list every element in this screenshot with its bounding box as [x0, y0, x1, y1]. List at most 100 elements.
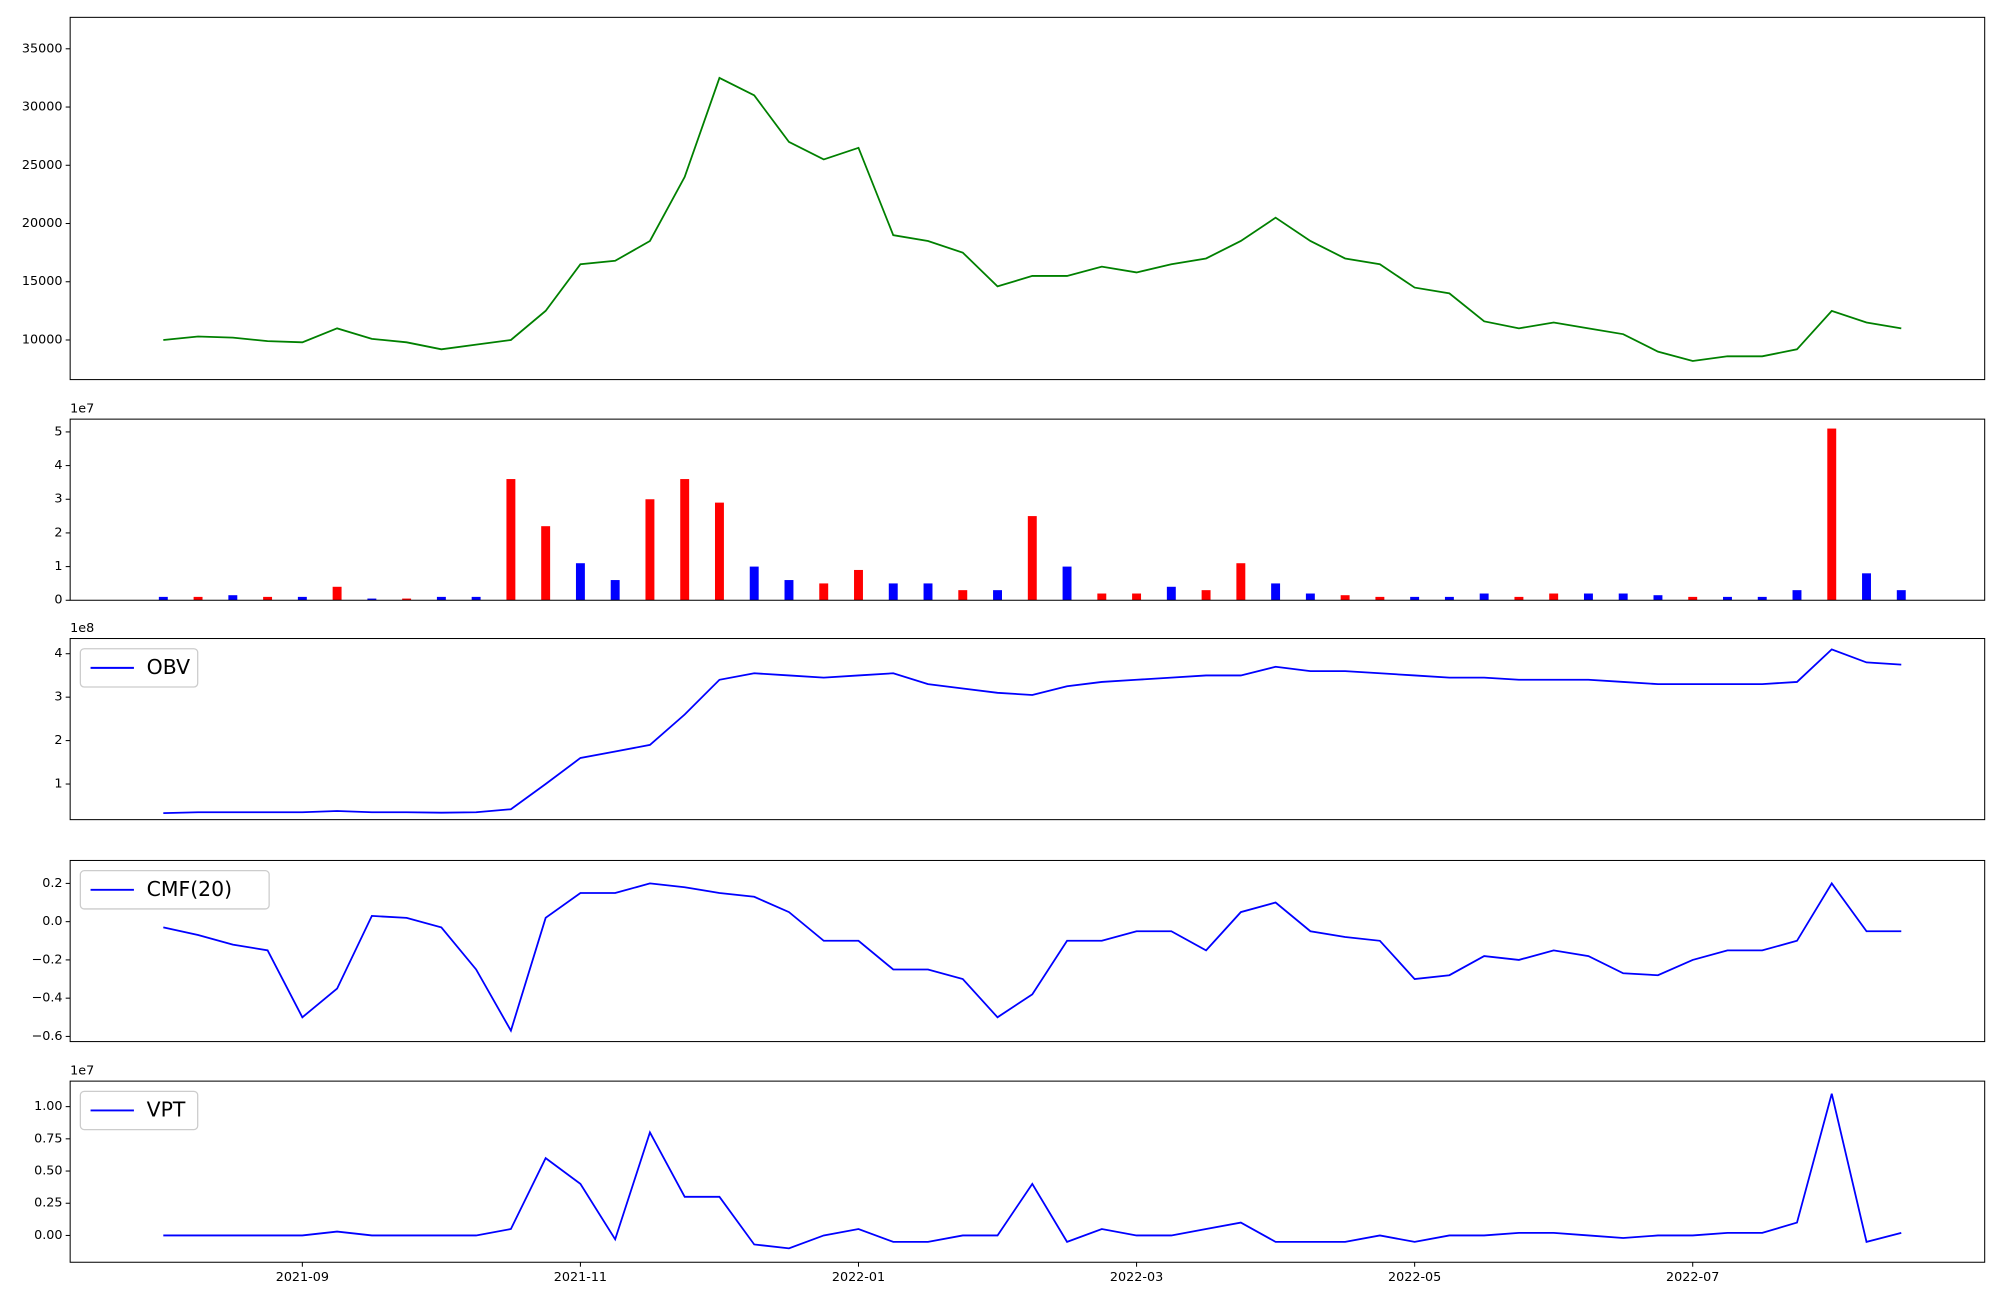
- line: [163, 648, 1902, 815]
- bar: [1688, 596, 1698, 601]
- line: [163, 76, 1902, 362]
- y-tick-label: −0.6: [32, 1029, 63, 1044]
- y-tick-label: 10000: [22, 332, 63, 347]
- bar: [402, 598, 412, 601]
- y-tick-label: 15000: [22, 274, 63, 289]
- axes-frame: [69, 16, 1986, 381]
- axes-frame: [69, 859, 1986, 1043]
- bar: [1236, 563, 1246, 601]
- y-tick-label: 0.2: [42, 876, 62, 891]
- y-tick-label: 5: [54, 424, 62, 439]
- bar: [1062, 566, 1072, 601]
- y-tick-label: 0.0: [42, 914, 62, 929]
- y-tick-label: 4: [54, 458, 62, 473]
- bar: [1862, 573, 1871, 601]
- y-tick-label: 0.00: [34, 1228, 62, 1243]
- y-tick-label: 3: [54, 492, 62, 507]
- y-tick-label: 1.00: [34, 1099, 62, 1114]
- bar: [854, 569, 863, 601]
- legend-box: [79, 1090, 199, 1131]
- line: [163, 1093, 1902, 1250]
- bar: [888, 583, 898, 601]
- bar: [332, 586, 342, 601]
- offset-label: 1e7: [70, 401, 94, 416]
- bar: [263, 596, 273, 601]
- bar: [1097, 593, 1107, 601]
- y-tick-label: 30000: [22, 100, 63, 115]
- bar: [1027, 516, 1037, 601]
- bar: [819, 583, 829, 601]
- y-tick-label: 0.25: [34, 1196, 62, 1211]
- bar: [158, 596, 168, 601]
- legend-label: CMF(20): [147, 877, 232, 901]
- bar: [1583, 593, 1593, 601]
- bar: [680, 479, 690, 601]
- bar: [297, 596, 307, 601]
- bar: [1305, 593, 1315, 601]
- bar: [1896, 590, 1906, 601]
- legend-box: [79, 648, 199, 688]
- x-tick-label: 2022-07: [1666, 1270, 1719, 1285]
- axes-frame: [69, 1080, 1986, 1263]
- bar: [1479, 593, 1489, 601]
- offset-label: 1e7: [70, 1063, 94, 1078]
- bar: [541, 526, 551, 601]
- y-tick-label: 20000: [22, 216, 63, 231]
- bar: [193, 596, 203, 601]
- bar: [1827, 428, 1837, 601]
- y-tick-label: 2: [54, 733, 62, 748]
- bar: [1271, 583, 1281, 601]
- bar: [714, 502, 724, 601]
- bar: [1757, 596, 1767, 601]
- y-tick-label: 2: [54, 525, 62, 540]
- x-tick-label: 2021-11: [554, 1270, 607, 1285]
- line: [163, 881, 1902, 1033]
- y-tick-label: −0.2: [32, 952, 63, 967]
- y-tick-label: 0.50: [34, 1164, 62, 1179]
- x-tick-label: 2022-01: [832, 1270, 885, 1285]
- bar: [749, 566, 759, 601]
- axes-frame: [69, 418, 1986, 601]
- bar: [367, 598, 377, 601]
- bar: [1792, 590, 1802, 601]
- bar: [923, 583, 933, 601]
- bar: [1653, 595, 1663, 601]
- bar: [645, 499, 655, 601]
- axes-frame: [69, 638, 1986, 821]
- offset-label: 1e8: [70, 621, 94, 636]
- y-tick-label: 0.75: [34, 1131, 62, 1146]
- y-tick-label: 25000: [22, 158, 63, 173]
- y-tick-label: 0: [54, 593, 62, 608]
- bar: [1375, 596, 1385, 601]
- bar: [506, 479, 516, 601]
- bar: [1166, 586, 1176, 601]
- legend-box: [79, 870, 270, 910]
- x-tick-label: 2022-05: [1388, 1270, 1441, 1285]
- bar: [993, 590, 1002, 601]
- bar: [575, 563, 585, 601]
- y-tick-label: 1: [54, 777, 62, 792]
- y-tick-label: 35000: [22, 41, 63, 56]
- bar: [1340, 595, 1350, 601]
- bar: [610, 580, 620, 601]
- bar: [1444, 596, 1454, 601]
- bar: [1549, 593, 1559, 601]
- bar: [471, 596, 481, 601]
- bar: [1514, 596, 1524, 601]
- bar: [228, 595, 238, 601]
- y-tick-label: 4: [54, 646, 62, 661]
- bar: [1723, 596, 1732, 601]
- legend-label: OBV: [147, 655, 190, 679]
- bar: [1410, 596, 1420, 601]
- y-tick-label: 3: [54, 690, 62, 705]
- bar: [1132, 593, 1142, 601]
- y-tick-label: −0.4: [32, 991, 63, 1006]
- x-tick-label: 2022-03: [1110, 1270, 1163, 1285]
- bar: [1201, 590, 1211, 601]
- y-tick-label: 1: [54, 559, 62, 574]
- bar: [436, 596, 446, 601]
- bar: [958, 590, 968, 601]
- legend-label: VPT: [147, 1097, 186, 1121]
- bar: [1618, 593, 1628, 601]
